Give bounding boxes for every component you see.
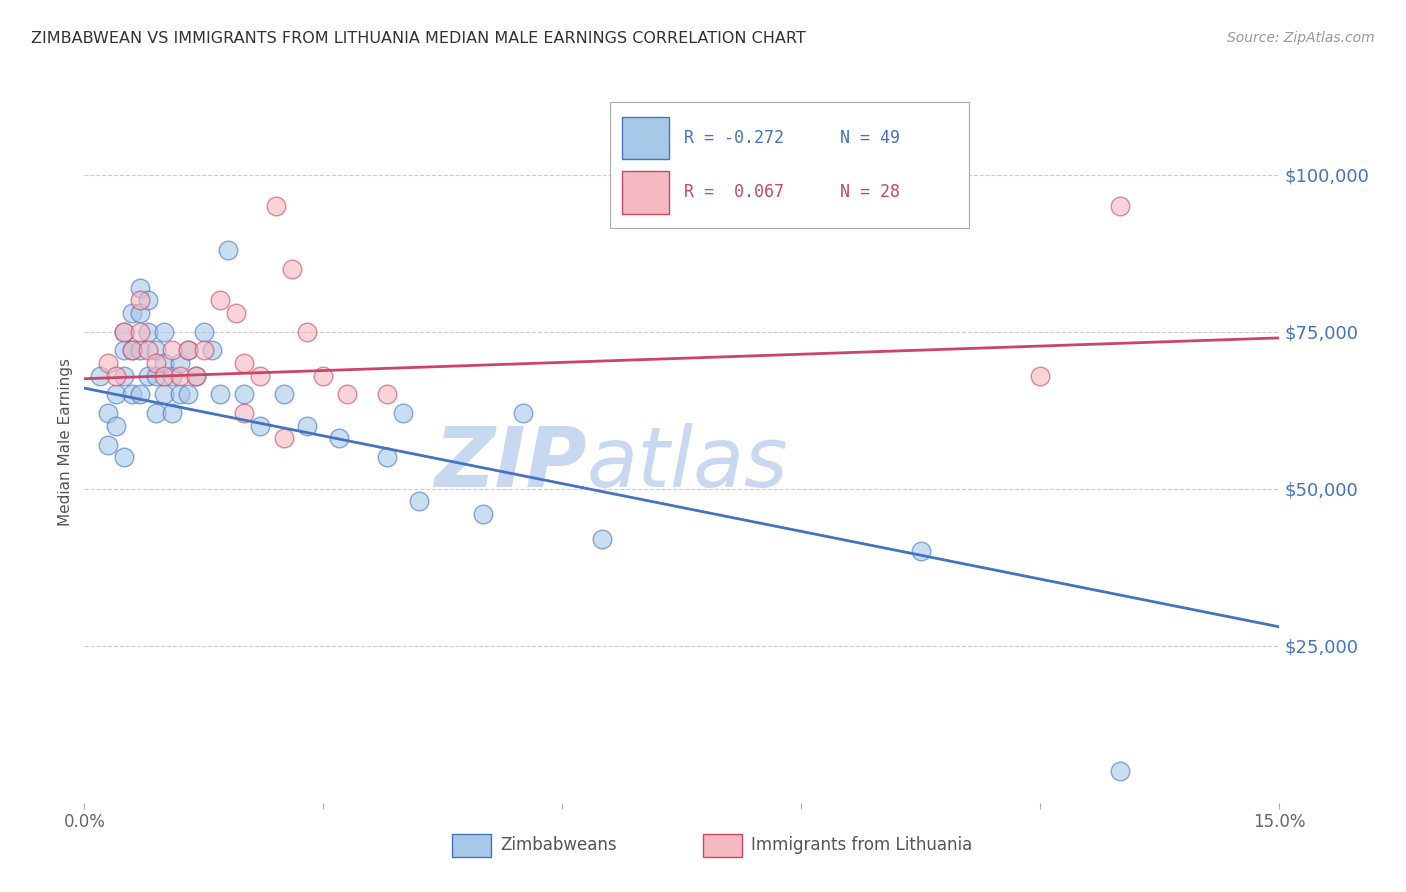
Point — [408, 494, 430, 508]
Point — [336, 387, 359, 401]
Point — [312, 368, 335, 383]
Point — [328, 431, 350, 445]
Point — [184, 368, 207, 383]
Text: Immigrants from Lithuania: Immigrants from Lithuania — [751, 837, 973, 855]
Point — [129, 325, 152, 339]
Point — [145, 368, 167, 383]
Point — [129, 280, 152, 294]
Point — [232, 406, 254, 420]
Point — [264, 199, 287, 213]
Point — [136, 343, 159, 358]
Point — [136, 293, 159, 308]
Point — [89, 368, 111, 383]
Point — [121, 306, 143, 320]
Text: Zimbabweans: Zimbabweans — [501, 837, 617, 855]
Point — [249, 368, 271, 383]
Point — [97, 438, 120, 452]
Point — [392, 406, 415, 420]
Point — [112, 343, 135, 358]
Point — [201, 343, 224, 358]
Point — [153, 368, 176, 383]
Point — [136, 325, 159, 339]
Point — [136, 368, 159, 383]
Point — [121, 343, 143, 358]
Point — [297, 325, 319, 339]
Point — [375, 387, 398, 401]
Point — [591, 532, 613, 546]
Point — [169, 387, 191, 401]
Point — [225, 306, 247, 320]
Point — [160, 406, 183, 420]
FancyBboxPatch shape — [703, 834, 742, 857]
Text: R =  0.067: R = 0.067 — [685, 183, 785, 202]
Point — [217, 243, 239, 257]
Point — [1029, 368, 1052, 383]
Point — [249, 418, 271, 433]
FancyBboxPatch shape — [623, 171, 669, 213]
Text: R = -0.272: R = -0.272 — [685, 129, 785, 147]
Point — [112, 450, 135, 465]
Text: ZIP: ZIP — [433, 423, 586, 504]
Y-axis label: Median Male Earnings: Median Male Earnings — [58, 358, 73, 525]
FancyBboxPatch shape — [610, 102, 969, 228]
Point — [169, 356, 191, 370]
Point — [375, 450, 398, 465]
Point — [297, 418, 319, 433]
Point — [177, 387, 200, 401]
Text: N = 28: N = 28 — [839, 183, 900, 202]
Point — [177, 343, 200, 358]
Point — [193, 325, 215, 339]
Point — [129, 343, 152, 358]
Point — [121, 343, 143, 358]
Point — [208, 293, 231, 308]
Point — [153, 356, 176, 370]
Point — [160, 368, 183, 383]
Point — [145, 356, 167, 370]
Point — [112, 325, 135, 339]
Point — [112, 325, 135, 339]
Point — [160, 343, 183, 358]
Point — [97, 356, 120, 370]
Text: Source: ZipAtlas.com: Source: ZipAtlas.com — [1227, 31, 1375, 45]
Point — [105, 418, 128, 433]
Point — [105, 368, 128, 383]
Point — [273, 387, 295, 401]
Point — [145, 343, 167, 358]
FancyBboxPatch shape — [453, 834, 491, 857]
Point — [471, 507, 494, 521]
Point — [169, 368, 191, 383]
Point — [273, 431, 295, 445]
Point — [97, 406, 120, 420]
Text: atlas: atlas — [586, 423, 787, 504]
Point — [910, 544, 932, 558]
Point — [105, 387, 128, 401]
Point — [177, 343, 200, 358]
FancyBboxPatch shape — [623, 117, 669, 160]
Point — [153, 387, 176, 401]
Point — [1109, 199, 1132, 213]
Point — [512, 406, 534, 420]
Point — [232, 387, 254, 401]
Text: N = 49: N = 49 — [839, 129, 900, 147]
Point — [232, 356, 254, 370]
Point — [280, 261, 302, 276]
Point — [121, 387, 143, 401]
Point — [184, 368, 207, 383]
Point — [129, 306, 152, 320]
Point — [153, 325, 176, 339]
Point — [145, 406, 167, 420]
Point — [129, 387, 152, 401]
Point — [208, 387, 231, 401]
Point — [193, 343, 215, 358]
Text: ZIMBABWEAN VS IMMIGRANTS FROM LITHUANIA MEDIAN MALE EARNINGS CORRELATION CHART: ZIMBABWEAN VS IMMIGRANTS FROM LITHUANIA … — [31, 31, 806, 46]
Point — [1109, 764, 1132, 779]
Point — [129, 293, 152, 308]
Point — [112, 368, 135, 383]
